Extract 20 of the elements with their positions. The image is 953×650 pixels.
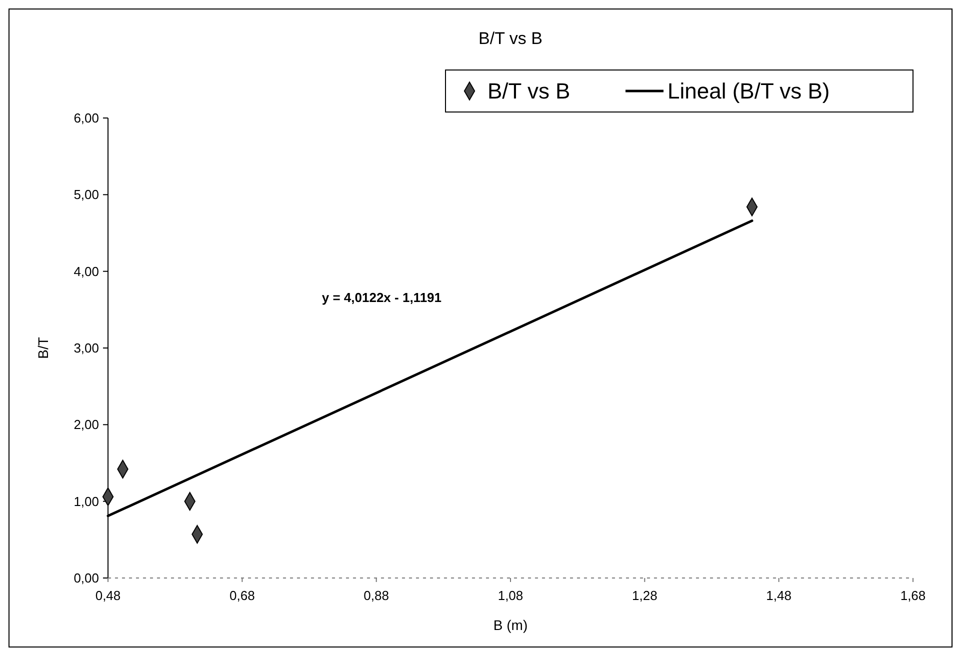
x-tick-label: 1,28 [632, 588, 658, 603]
x-tick-label: 0,68 [230, 588, 255, 603]
x-tick-label: 0,48 [95, 588, 121, 603]
x-tick-label: 1,48 [766, 588, 792, 603]
x-tick-label: 1,08 [498, 588, 524, 603]
x-tick-label: 0,88 [364, 588, 389, 603]
y-tick-label: 2,00 [74, 417, 99, 432]
y-axis-title: B/T [35, 336, 51, 359]
y-tick-label: 3,00 [74, 340, 99, 356]
legend-label: Lineal (B/T vs B) [668, 78, 830, 104]
x-tick-label: 1,68 [900, 588, 926, 603]
chart-title: B/T vs B [478, 29, 542, 48]
x-axis-title: B (m) [493, 617, 528, 633]
y-tick-label: 1,00 [74, 494, 99, 509]
y-tick-label: 4,00 [74, 264, 99, 279]
annotation: y = 4,0122x - 1,1191 [322, 290, 442, 305]
y-tick-label: 5,00 [74, 187, 99, 202]
y-tick-label: 6,00 [74, 110, 99, 126]
y-tick-label: 0,00 [74, 570, 99, 586]
legend-label: B/T vs B [488, 78, 570, 104]
